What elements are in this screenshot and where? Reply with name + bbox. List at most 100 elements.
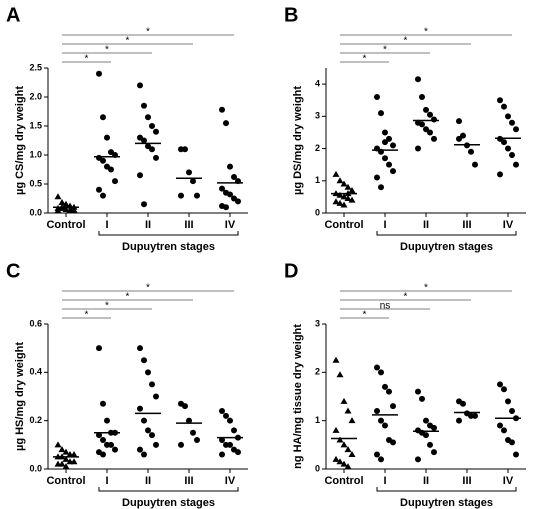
data-point — [336, 199, 344, 206]
data-point — [108, 441, 114, 448]
data-point — [182, 403, 188, 410]
data-point — [137, 172, 143, 179]
sig-label: * — [424, 27, 428, 38]
data-point — [108, 166, 114, 173]
data-point — [472, 412, 478, 419]
sig-label: * — [126, 36, 130, 47]
data-point — [386, 161, 392, 168]
data-point — [223, 412, 229, 419]
panel-letter: B — [284, 4, 298, 26]
data-point — [374, 451, 380, 458]
x-tick-label: Control — [46, 219, 85, 231]
data-point — [96, 186, 102, 193]
data-point — [501, 427, 507, 434]
data-point — [460, 400, 466, 407]
data-point — [427, 441, 433, 448]
data-point — [231, 427, 237, 434]
data-point — [340, 441, 348, 448]
data-point — [431, 424, 437, 431]
data-point — [390, 439, 396, 446]
data-point — [348, 451, 356, 457]
sig-label: * — [383, 45, 387, 56]
data-point — [149, 146, 155, 153]
panel-letter: A — [6, 4, 20, 26]
data-point — [227, 441, 233, 448]
data-point — [100, 114, 106, 121]
data-point — [513, 126, 519, 133]
data-point — [104, 417, 110, 424]
data-point — [141, 357, 147, 364]
data-point — [427, 111, 433, 118]
data-point — [100, 157, 106, 164]
data-point — [378, 110, 384, 117]
data-point — [378, 369, 384, 376]
x-tick-label: IV — [503, 219, 514, 231]
data-point — [149, 381, 155, 388]
data-point — [386, 135, 392, 142]
data-point — [382, 139, 388, 146]
x-axis-label: Dupuytren stages — [122, 241, 215, 253]
data-point — [182, 146, 188, 153]
data-point — [423, 106, 429, 113]
data-point — [190, 429, 196, 436]
x-tick-label: III — [462, 475, 471, 487]
data-point — [54, 441, 62, 448]
data-point — [456, 417, 462, 424]
data-point — [340, 460, 348, 467]
data-point — [336, 191, 344, 198]
data-point — [100, 192, 106, 199]
data-point — [227, 163, 233, 170]
x-tick-label: III — [184, 475, 193, 487]
data-point — [505, 145, 511, 152]
y-tick-label: 0.4 — [29, 367, 42, 377]
data-point — [190, 178, 196, 185]
data-point — [419, 395, 425, 402]
x-axis-label: Dupuytren stages — [122, 497, 215, 509]
data-point — [501, 139, 507, 146]
sig-label: * — [363, 310, 367, 321]
data-point — [374, 408, 380, 414]
data-point — [344, 446, 352, 453]
data-point — [336, 458, 344, 465]
data-point — [382, 129, 388, 136]
data-point — [386, 388, 392, 395]
data-point — [332, 426, 340, 433]
y-tick-label: 1.5 — [29, 120, 42, 130]
group-bracket — [98, 487, 239, 492]
data-point — [186, 169, 192, 176]
sig-label: * — [146, 283, 150, 294]
y-axis-label: µg CS/mg dry weight — [14, 86, 26, 195]
data-point — [497, 381, 503, 388]
sig-label: * — [146, 27, 150, 38]
data-point — [431, 135, 437, 142]
data-point — [390, 142, 396, 149]
data-point — [336, 371, 344, 378]
data-point — [235, 449, 241, 456]
x-tick-label: II — [423, 219, 429, 231]
data-point — [186, 417, 192, 424]
panel-letter: C — [6, 260, 20, 282]
data-point — [227, 417, 233, 424]
y-tick-label: 1 — [315, 175, 320, 185]
y-tick-label: 3 — [315, 318, 320, 328]
data-point — [145, 427, 151, 434]
data-point — [456, 135, 462, 142]
data-point — [194, 437, 200, 443]
data-point — [62, 448, 70, 455]
data-point — [137, 446, 143, 453]
data-point — [112, 446, 118, 453]
data-point — [374, 364, 380, 371]
x-tick-label: III — [184, 219, 193, 231]
data-point — [223, 204, 229, 211]
data-point — [382, 422, 388, 429]
data-point — [344, 183, 352, 190]
data-point — [332, 170, 340, 177]
data-point — [332, 356, 340, 363]
data-point — [141, 102, 147, 109]
data-point — [340, 201, 348, 208]
group-bracket — [376, 231, 517, 236]
x-tick-label: Control — [324, 475, 363, 487]
data-point — [415, 456, 421, 463]
data-point — [54, 193, 62, 200]
